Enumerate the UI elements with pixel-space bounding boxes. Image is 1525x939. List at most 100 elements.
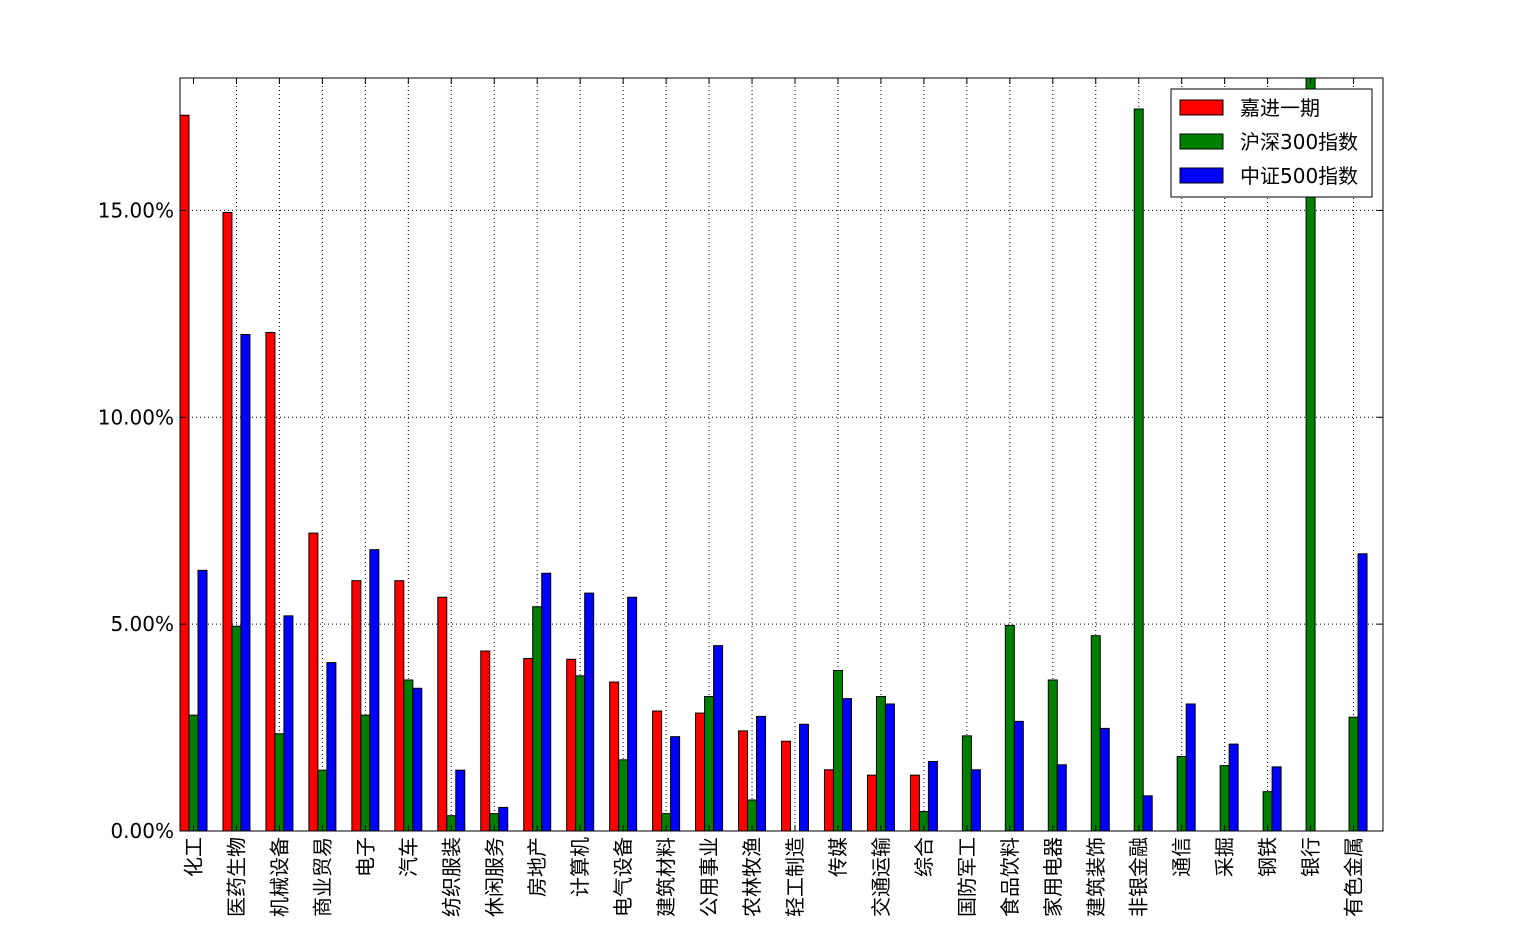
x-axis: 化工 医药生物 机械设备 商业贸易 电子 汽车 纺织服装 休闲服务 房地产 计算机 电气设备 建筑材料… — [182, 78, 1366, 917]
bar — [179, 114, 190, 832]
x-tick-label: 非银金融 — [1127, 837, 1151, 917]
bar — [1219, 765, 1230, 832]
bar — [799, 723, 809, 832]
x-tick-label: 综合 — [912, 837, 936, 877]
x-tick-label: 商业贸易 — [310, 837, 334, 917]
bar — [1142, 795, 1153, 832]
bar — [197, 569, 208, 832]
x-tick-label: 国防军工 — [955, 837, 979, 917]
legend-label: 沪深300指数 — [1240, 130, 1358, 154]
bar — [584, 592, 595, 832]
x-tick-label: 计算机 — [568, 837, 592, 897]
bar — [823, 769, 834, 832]
legend-label: 中证500指数 — [1240, 164, 1358, 188]
x-tick-label: 电气设备 — [611, 837, 635, 917]
plot-frame — [179, 77, 1384, 832]
bar — [394, 580, 405, 832]
bar — [866, 774, 877, 832]
y-tick-label: 10.00% — [98, 405, 174, 429]
bar — [884, 703, 895, 832]
bar — [222, 211, 233, 832]
bar — [274, 733, 285, 832]
grid-lines — [180, 78, 1383, 831]
bar — [437, 596, 448, 832]
bar — [756, 715, 767, 832]
bar — [188, 714, 199, 832]
legend-swatch — [1179, 167, 1224, 184]
x-tick-label: 食品饮料 — [998, 837, 1022, 917]
bar — [1056, 764, 1067, 832]
bar — [566, 658, 577, 832]
bar — [875, 696, 886, 832]
bar — [618, 759, 629, 832]
bar — [970, 769, 981, 832]
x-tick-label: 有色金属 — [1342, 837, 1366, 917]
legend-label: 嘉进一期 — [1240, 96, 1320, 120]
y-tick-label: 0.00% — [110, 819, 174, 843]
x-tick-label: 传媒 — [826, 837, 850, 877]
bar — [670, 736, 681, 832]
bar — [455, 769, 466, 832]
bar — [283, 615, 294, 832]
bar — [575, 675, 586, 832]
y-axis: 0.00% 5.00% 10.00% 15.00% — [98, 198, 1383, 843]
bar — [351, 580, 362, 832]
bar — [738, 730, 749, 832]
bar — [695, 712, 706, 832]
bar — [1047, 679, 1058, 832]
bar — [369, 549, 380, 832]
x-tick-label: 家用电器 — [1041, 837, 1065, 917]
bar — [1133, 108, 1144, 832]
bar — [326, 662, 337, 832]
bar — [1348, 716, 1359, 832]
x-tick-label: 纺织服装 — [439, 837, 463, 917]
x-tick-label: 房地产 — [525, 837, 549, 897]
bar — [652, 710, 663, 832]
bar — [781, 740, 791, 832]
x-tick-label: 医药生物 — [224, 837, 248, 917]
x-tick-label: 公用事业 — [697, 837, 721, 917]
bar — [1013, 720, 1024, 832]
bar — [1357, 553, 1368, 832]
bar — [231, 625, 242, 832]
x-tick-label: 化工 — [182, 837, 206, 877]
bar — [523, 657, 534, 832]
bar — [1090, 635, 1101, 832]
x-tick-label: 建筑装饰 — [1084, 837, 1108, 917]
x-tick-label: 农林牧渔 — [740, 837, 764, 917]
y-tick-label: 5.00% — [110, 612, 174, 636]
x-tick-label: 建筑材料 — [654, 837, 678, 917]
bar — [532, 606, 543, 832]
bar — [308, 532, 319, 832]
legend-swatch — [1179, 99, 1224, 116]
bar — [1099, 727, 1110, 832]
bar — [609, 681, 620, 832]
bar — [1228, 743, 1239, 832]
bar — [480, 650, 491, 832]
x-tick-label: 钢铁 — [1256, 837, 1280, 877]
bar — [317, 769, 328, 832]
bars — [179, 77, 1368, 832]
bar — [713, 645, 724, 832]
bar — [909, 774, 920, 832]
bar — [961, 735, 972, 832]
bar — [704, 696, 715, 832]
x-tick-label: 汽车 — [396, 837, 420, 877]
x-tick-label: 交通运输 — [869, 837, 893, 917]
bar — [541, 572, 552, 832]
bar — [498, 806, 509, 832]
x-tick-label: 机械设备 — [267, 837, 291, 917]
bar — [841, 698, 852, 832]
legend-swatch — [1179, 133, 1224, 150]
bar — [403, 679, 414, 832]
bar — [240, 334, 251, 832]
x-tick-label: 电子 — [353, 837, 377, 877]
bar — [832, 669, 843, 832]
bar — [1176, 756, 1187, 832]
y-tick-label: 15.00% — [98, 198, 174, 222]
bar — [412, 687, 423, 832]
bar — [1185, 703, 1196, 832]
x-tick-label: 轻工制造 — [783, 837, 807, 917]
